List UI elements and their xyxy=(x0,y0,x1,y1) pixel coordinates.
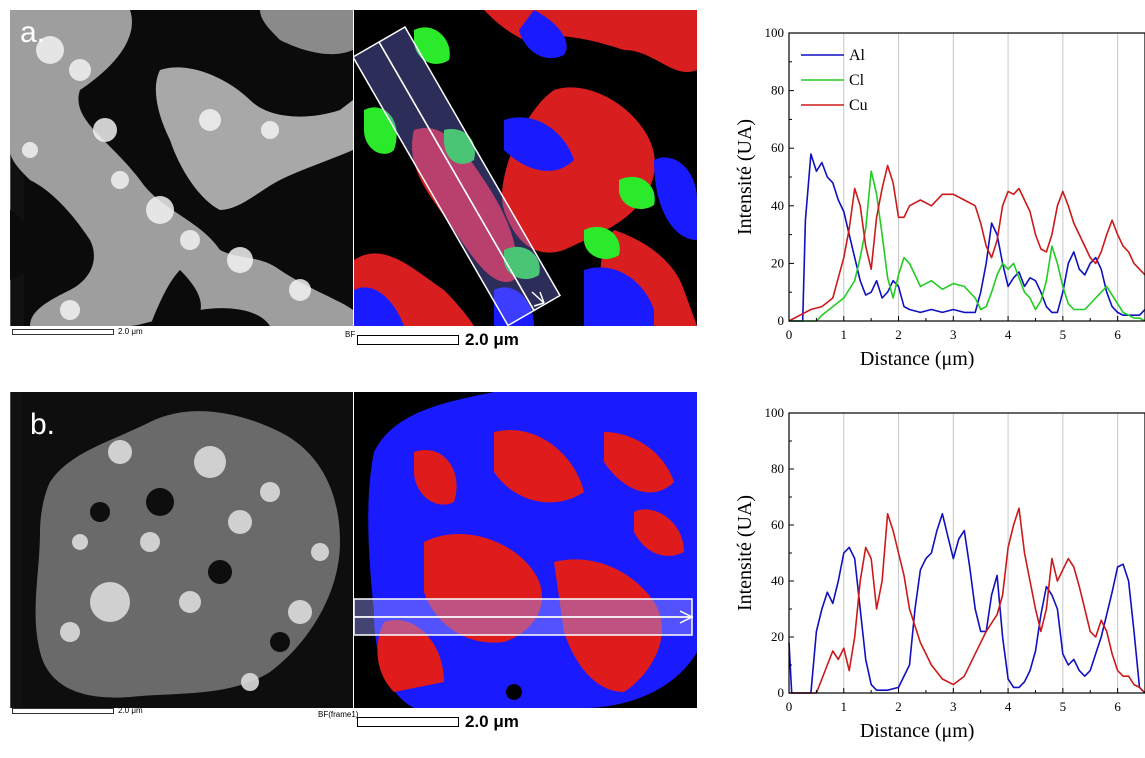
y-axis-label: Intensité (UA) xyxy=(734,119,756,235)
plot-frame xyxy=(788,32,1145,322)
scalebar-text: 2.0 μm xyxy=(118,706,143,715)
legend-label-cu: Cu xyxy=(849,97,868,114)
bf-image-a-art xyxy=(10,10,353,326)
series-line-series-1 xyxy=(789,507,1145,694)
x-tick-label: 1 xyxy=(841,699,848,714)
legend-label-cl: Cl xyxy=(849,72,865,89)
y-tick-label: 80 xyxy=(771,461,784,476)
x-axis-label: Distance (μm) xyxy=(860,720,975,742)
scalebar-bar xyxy=(357,717,459,727)
y-tick-label: 60 xyxy=(771,517,784,532)
x-tick-label: 0 xyxy=(786,699,793,714)
scalebar-text: 2.0 μm xyxy=(118,327,143,336)
linescan-arrow-a xyxy=(531,291,545,307)
linescan-box-a xyxy=(354,25,562,326)
panel-a-map-scalebar: 2.0 μm xyxy=(357,330,519,350)
linescan-box-b xyxy=(354,598,693,636)
panel-a-bf-scalebar: 2.0 μm xyxy=(12,327,143,336)
scalebar-bar xyxy=(12,328,114,335)
x-tick-label: 4 xyxy=(1005,699,1012,714)
x-tick-label: 3 xyxy=(950,327,957,342)
x-tick-label: 3 xyxy=(950,699,957,714)
bf-image-b-art xyxy=(10,392,353,708)
x-tick-label: 4 xyxy=(1005,327,1012,342)
x-tick-label: 2 xyxy=(895,327,902,342)
x-tick-label: 6 xyxy=(1114,699,1121,714)
panel-b-label: b. xyxy=(30,408,56,441)
x-tick-label: 2 xyxy=(895,699,902,714)
panel-a-bf-image xyxy=(10,10,353,326)
panel-b-map-scalebar: 2.0 μm xyxy=(357,712,519,732)
panel-a-edx-map xyxy=(354,10,697,326)
y-tick-label: 0 xyxy=(778,313,785,328)
scalebar-text: 2.0 μm xyxy=(465,330,519,349)
scalebar-text: 2.0 μm xyxy=(465,712,519,731)
series-line-cu xyxy=(788,164,1145,322)
x-axis-label: Distance (μm) xyxy=(860,348,975,370)
panel-b-edx-map xyxy=(354,392,697,708)
y-axis-label: Intensité (UA) xyxy=(734,495,756,611)
x-tick-label: 1 xyxy=(841,327,848,342)
edx-map-a-art xyxy=(354,10,697,326)
y-tick-label: 20 xyxy=(771,629,784,644)
scalebar-bar xyxy=(357,335,459,345)
panel-b-bf-scalebar: 2.0 μm xyxy=(12,706,143,715)
y-tick-label: 80 xyxy=(771,83,784,98)
x-tick-label: 5 xyxy=(1060,327,1067,342)
linescan-arrow-b xyxy=(679,610,694,624)
series-line-series-0 xyxy=(788,513,1145,694)
legend-label-al: Al xyxy=(849,47,866,64)
panel-a-mode-tag: BF xyxy=(345,330,356,339)
edx-map-b-art xyxy=(354,392,697,708)
y-tick-label: 0 xyxy=(778,685,785,700)
scalebar-bar xyxy=(12,707,114,714)
series-line-al xyxy=(789,153,1145,322)
x-tick-label: 5 xyxy=(1060,699,1067,714)
y-tick-label: 40 xyxy=(771,573,784,588)
y-tick-label: 100 xyxy=(765,405,785,420)
panel-b-mode-tag: BF(frame1) xyxy=(318,710,359,719)
y-tick-label: 40 xyxy=(771,198,784,213)
y-tick-label: 60 xyxy=(771,140,784,155)
x-tick-label: 6 xyxy=(1114,327,1121,342)
y-tick-label: 20 xyxy=(771,255,784,270)
panel-b-bf-image xyxy=(10,392,353,708)
series-line-cl xyxy=(789,170,1145,322)
x-tick-label: 0 xyxy=(786,327,793,342)
y-tick-label: 100 xyxy=(765,25,785,40)
panel-a-label: a. xyxy=(20,16,46,49)
